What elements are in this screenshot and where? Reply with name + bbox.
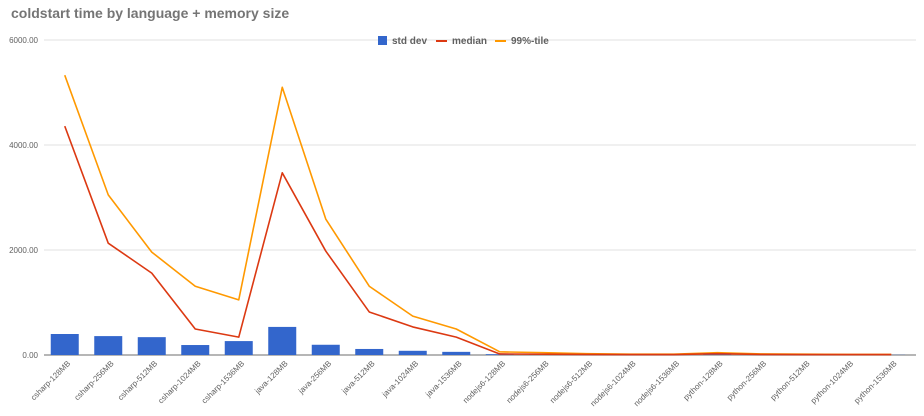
x-axis-labels: csharp-128MB csharp-256MB csharp-512MBcsha… (29, 359, 899, 408)
x-label: python-512MB (769, 359, 812, 402)
y-tick-0: 0.00 (22, 351, 38, 360)
bar-csharp-512MB[interactable] (137, 337, 166, 355)
x-label: java-1024MB (380, 359, 420, 399)
x-label: csharp-128MB (29, 359, 72, 402)
bar-csharp-128MB[interactable] (50, 334, 79, 355)
x-label: java-128MB (252, 359, 289, 396)
x-label: java-256MB (296, 359, 333, 396)
y-tick-6000: 6000.00 (9, 36, 38, 45)
chart-title: coldstart time by language + memory size (11, 5, 290, 21)
bar-csharp-1536MB[interactable] (224, 341, 253, 355)
bar-java-1024MB[interactable] (398, 350, 427, 355)
x-label: python-1024MB (809, 359, 855, 405)
x-label: java-1536MB (423, 359, 463, 399)
bar-csharp-1024MB[interactable] (181, 345, 210, 355)
legend-99-tile-label: 99%-tile (511, 36, 549, 47)
bar-python-128MB[interactable] (703, 354, 732, 355)
gridlines (44, 39, 916, 356)
y-tick-2000: 2000.00 (9, 246, 38, 255)
y-axis: 0.00 2000.00 4000.00 6000.00 (9, 36, 38, 360)
std-dev-bars (50, 326, 906, 355)
x-label: java-512MB (339, 359, 376, 396)
x-label: nodejs6-1536MB (632, 359, 681, 408)
x-label: csharp-256MB (73, 359, 116, 402)
x-label: nodejs6-1024MB (589, 359, 638, 408)
legend: std dev median 99%-tile (378, 36, 549, 47)
y-tick-4000: 4000.00 (9, 141, 38, 150)
x-label: nodejs6-256MB (505, 359, 551, 405)
x-label: nodejs6-128MB (461, 359, 507, 405)
x-label: python-1536MB (852, 359, 898, 405)
x-label: nodejs6-512MB (548, 359, 594, 405)
bar-java-1536MB[interactable] (442, 351, 471, 355)
line-99-tile[interactable] (63, 74, 892, 356)
legend-std-dev-label: std dev (392, 36, 427, 47)
x-label: csharp-512MB (116, 359, 159, 402)
bar-java-512MB[interactable] (355, 348, 384, 355)
bar-java-256MB[interactable] (311, 344, 340, 355)
x-label: python-128MB (682, 359, 725, 402)
bar-csharp-256MB[interactable] (94, 336, 123, 355)
legend-std-dev-swatch (378, 36, 387, 45)
line-median[interactable] (64, 125, 892, 356)
x-label: csharp-1024MB (156, 359, 202, 405)
legend-median-label: median (452, 36, 487, 47)
bar-java-128MB[interactable] (268, 326, 297, 355)
x-label: csharp-1536MB (200, 359, 246, 405)
x-label: python-256MB (725, 359, 768, 402)
line-series (63, 74, 892, 356)
